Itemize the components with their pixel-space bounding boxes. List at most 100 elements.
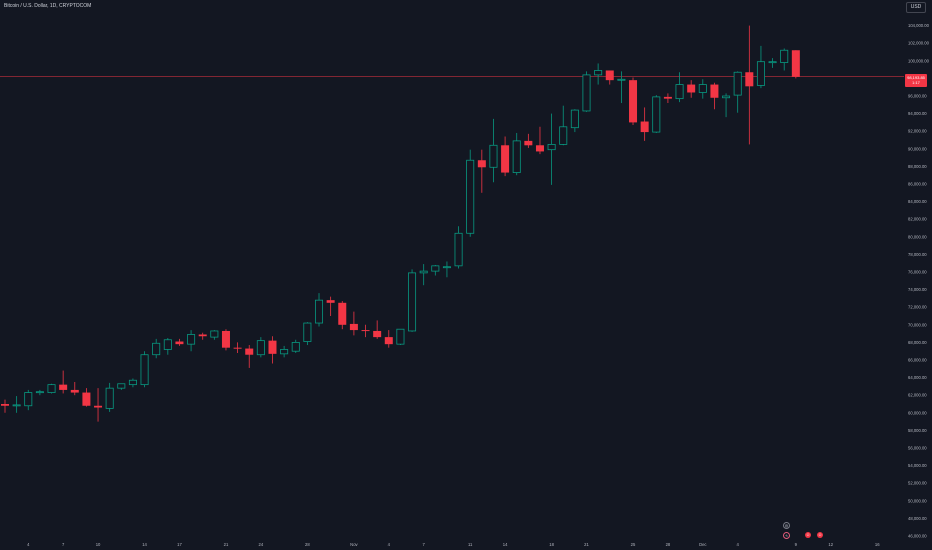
y-tick-label: 50,000.00 bbox=[908, 498, 927, 503]
x-tick-label: 17 bbox=[177, 542, 182, 547]
x-tick-label: 4 bbox=[388, 542, 391, 547]
candle-body bbox=[70, 389, 79, 393]
y-tick-label: 100,000.00 bbox=[908, 58, 930, 63]
candle-body bbox=[268, 340, 277, 354]
candle-body bbox=[477, 160, 486, 168]
candle-body bbox=[698, 84, 707, 93]
candle-body bbox=[466, 159, 475, 234]
y-tick-label: 104,000.00 bbox=[908, 23, 930, 28]
candle-body bbox=[12, 404, 21, 407]
candle-body bbox=[547, 143, 556, 151]
candle-body bbox=[187, 334, 196, 345]
candle-body bbox=[605, 70, 614, 81]
currency-button[interactable]: USD bbox=[906, 2, 926, 13]
candle-body bbox=[163, 339, 172, 350]
candle-body bbox=[733, 71, 742, 96]
candle-body bbox=[617, 78, 626, 81]
candle-body bbox=[82, 392, 91, 406]
y-tick-label: 46,000.00 bbox=[908, 534, 927, 539]
x-tick-label: Nov bbox=[350, 542, 358, 547]
flash-icon[interactable]: ϟ bbox=[783, 532, 790, 539]
candle-body bbox=[128, 379, 137, 386]
candle-body bbox=[349, 323, 358, 331]
candle-body bbox=[570, 109, 579, 129]
candle-body bbox=[1, 404, 9, 406]
y-tick-label: 54,000.00 bbox=[908, 463, 927, 468]
y-tick-label: 74,000.00 bbox=[908, 287, 927, 292]
y-tick-label: 80,000.00 bbox=[908, 234, 927, 239]
x-tick-label: 14 bbox=[503, 542, 508, 547]
candle-body bbox=[780, 49, 789, 63]
y-tick-label: 70,000.00 bbox=[908, 322, 927, 327]
y-tick-label: 64,000.00 bbox=[908, 375, 927, 380]
x-tick-label: 28 bbox=[666, 542, 671, 547]
y-tick-label: 62,000.00 bbox=[908, 393, 927, 398]
candle-body bbox=[94, 405, 103, 408]
x-tick-label: 12 bbox=[828, 542, 833, 547]
y-tick-label: 96,000.00 bbox=[908, 94, 927, 99]
candle-body bbox=[303, 322, 312, 342]
y-tick-label: 68,000.00 bbox=[908, 340, 927, 345]
earnings-icon[interactable]: ☺ bbox=[805, 532, 811, 538]
candle-body bbox=[419, 270, 428, 274]
candle-body bbox=[221, 330, 230, 348]
candle-body bbox=[210, 330, 219, 338]
candle-body bbox=[47, 384, 56, 393]
candle-body bbox=[105, 387, 114, 409]
y-tick-label: 66,000.00 bbox=[908, 358, 927, 363]
x-tick-label: 9 bbox=[795, 542, 798, 547]
x-tick-label: 16 bbox=[875, 542, 880, 547]
y-tick-label: 92,000.00 bbox=[908, 129, 927, 134]
candle-body bbox=[687, 84, 696, 93]
candle-body bbox=[442, 266, 451, 269]
candle-body bbox=[315, 299, 324, 324]
candle-body bbox=[640, 121, 649, 133]
candle-body bbox=[35, 391, 44, 394]
x-tick-label: 21 bbox=[584, 542, 589, 547]
x-tick-label: 14 bbox=[142, 542, 147, 547]
y-tick-label: 90,000.00 bbox=[908, 146, 927, 151]
countdown-label: 1:17 bbox=[912, 80, 920, 85]
y-tick-label: 60,000.00 bbox=[908, 410, 927, 415]
candle-body bbox=[535, 145, 544, 152]
candle-body bbox=[594, 70, 603, 76]
candle-body bbox=[431, 265, 440, 272]
candle-body bbox=[408, 272, 417, 332]
candle-body bbox=[675, 84, 684, 100]
candle-body bbox=[152, 342, 161, 356]
y-tick-label: 88,000.00 bbox=[908, 164, 927, 169]
y-tick-label: 86,000.00 bbox=[908, 182, 927, 187]
candle-body bbox=[512, 140, 521, 173]
dividend-icon[interactable]: ◎ bbox=[783, 522, 790, 529]
current-price-tag: 98,193.85 1:17 bbox=[905, 74, 927, 87]
y-tick-label: 82,000.00 bbox=[908, 217, 927, 222]
candle-body bbox=[524, 140, 533, 146]
x-tick-label: 7 bbox=[62, 542, 65, 547]
candle-body bbox=[326, 300, 335, 303]
candle-body bbox=[582, 74, 591, 112]
x-tick-label: 18 bbox=[549, 542, 554, 547]
y-tick-label: 84,000.00 bbox=[908, 199, 927, 204]
y-tick-label: 102,000.00 bbox=[908, 41, 930, 46]
candle-body bbox=[24, 392, 33, 407]
y-tick-label: 58,000.00 bbox=[908, 428, 927, 433]
candle-body bbox=[710, 84, 719, 98]
x-tick-label: 11 bbox=[468, 542, 473, 547]
current-price-label: 98,193.85 bbox=[907, 75, 925, 80]
y-tick-label: 76,000.00 bbox=[908, 270, 927, 275]
candle-body bbox=[59, 384, 68, 390]
candle-body bbox=[396, 328, 405, 345]
earnings-icon[interactable]: ☺ bbox=[817, 532, 823, 538]
y-tick-label: 94,000.00 bbox=[908, 111, 927, 116]
candle-body bbox=[652, 96, 661, 133]
candle-body bbox=[361, 330, 370, 332]
candle-body bbox=[559, 126, 568, 145]
candle-body bbox=[140, 354, 149, 386]
y-tick-label: 56,000.00 bbox=[908, 446, 927, 451]
y-tick-label: 48,000.00 bbox=[908, 516, 927, 521]
candle-body bbox=[338, 302, 347, 325]
x-tick-label: 21 bbox=[224, 542, 229, 547]
candle-body bbox=[501, 145, 510, 173]
x-tick-label: 4 bbox=[737, 542, 740, 547]
